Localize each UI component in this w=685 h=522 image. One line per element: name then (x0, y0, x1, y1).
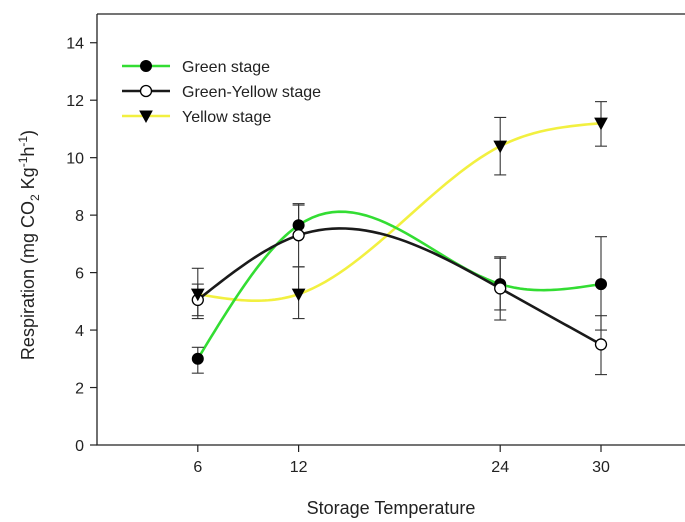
y-axis-title-sup2: -1 (16, 136, 30, 147)
green-stage-legend-label: Green stage (182, 59, 270, 76)
green-yellow-stage-legend-label: Green-Yellow stage (182, 84, 321, 101)
x-tick-label: 12 (290, 459, 308, 476)
y-tick-label: 14 (66, 36, 84, 53)
y-tick-label: 6 (75, 266, 84, 283)
y-tick-label: 0 (75, 438, 84, 455)
yellow-stage-point (594, 117, 608, 131)
green-stage-point (595, 278, 607, 291)
green-yellow-stage-curve (196, 227, 602, 346)
yellow-stage-point (493, 140, 508, 154)
green-stage-legend-marker (140, 60, 152, 72)
y-axis-title-mid1: Kg (18, 167, 38, 194)
x-axis-title: Storage Temperature (307, 498, 476, 518)
green-stage-point (191, 352, 204, 365)
y-tick-label: 12 (66, 93, 84, 110)
yellow-stage-curve (197, 121, 602, 303)
green-yellow-stage-legend-marker (139, 84, 153, 98)
x-tick-label: 30 (592, 459, 610, 476)
yellow-stage-point (291, 288, 306, 302)
x-tick-label: 6 (193, 459, 202, 476)
green-stage-curve (196, 210, 602, 360)
yellow-stage-legend-marker (139, 110, 153, 124)
yellow-stage-legend-label: Yellow stage (182, 109, 271, 126)
y-axis-title-main: Respiration (mg CO (18, 201, 38, 360)
x-tick-label: 24 (491, 459, 509, 476)
green-stage-point (292, 219, 305, 232)
y-axis-title-sub: 2 (28, 194, 42, 201)
y-axis-title: Respiration (mg CO2 Kg-1h-1) (16, 130, 42, 360)
plot-axes (96, 14, 685, 446)
y-axis-title-end: ) (18, 130, 38, 136)
green-yellow-stage-point (594, 338, 608, 351)
y-tick-label: 10 (66, 151, 84, 168)
green-yellow-stage-point (494, 282, 507, 295)
y-axis-title-mid2: h (18, 147, 38, 157)
y-tick-label: 8 (75, 208, 84, 225)
y-tick-label: 4 (75, 323, 84, 340)
y-axis-title-sup1: -1 (16, 156, 30, 167)
y-tick-label: 2 (75, 381, 84, 398)
green-yellow-stage-point (292, 229, 305, 242)
yellow-stage-point (190, 288, 205, 302)
